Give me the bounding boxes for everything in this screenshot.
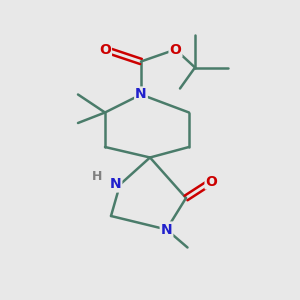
- Text: O: O: [206, 175, 218, 188]
- Text: N: N: [110, 178, 121, 191]
- Text: O: O: [169, 43, 181, 56]
- Text: H: H: [92, 170, 103, 184]
- Text: N: N: [161, 223, 172, 236]
- Text: N: N: [135, 88, 147, 101]
- Text: O: O: [99, 43, 111, 56]
